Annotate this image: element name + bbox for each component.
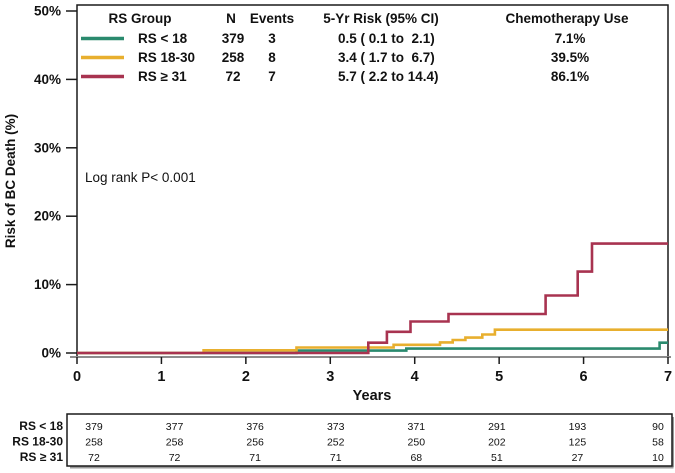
legend-n-value: 379 [222, 31, 245, 46]
risk-count: 71 [330, 452, 342, 464]
x-tick-label: 7 [664, 369, 672, 385]
x-tick-label: 2 [242, 369, 250, 385]
y-tick-label: 20% [34, 209, 61, 224]
y-axis-title: Risk of BC Death (%) [3, 114, 18, 248]
legend-header-events: Events [250, 11, 294, 26]
legend-header-risk: 5-Yr Risk (95% CI) [323, 11, 439, 26]
risk-count: 58 [652, 437, 664, 449]
risk-count: 90 [652, 421, 664, 433]
risk-count: 379 [85, 421, 103, 433]
risk-count: 10 [652, 452, 664, 464]
risk-row-label: RS ≥ 31 [20, 450, 64, 464]
legend-chemo-value: 39.5% [551, 50, 589, 65]
risk-row-label: RS 18-30 [12, 435, 63, 449]
legend-rows: RS < 18 379 3 0.5 ( 0.1 to 2.1) 7.1% RS 18-30… [81, 31, 589, 84]
legend-risk-value: 3.4 ( 1.7 to 6.7) [338, 50, 435, 65]
logrank-annotation: Log rank P< 0.001 [85, 170, 196, 185]
risk-count: 71 [249, 452, 261, 464]
risk-count: 202 [488, 437, 506, 449]
legend-n-value: 72 [225, 69, 240, 84]
x-axis-ticks: 0 1 2 3 4 5 6 7 [73, 357, 672, 385]
km-curve-2 [77, 242, 668, 355]
legend-events-value: 7 [268, 69, 276, 84]
risk-count: 258 [166, 437, 184, 449]
legend-events-value: 8 [268, 50, 276, 65]
legend-group-label: RS < 18 [138, 31, 188, 46]
y-tick-label: 50% [34, 4, 61, 19]
legend-chemo-value: 7.1% [555, 31, 586, 46]
legend-header-group: RS Group [109, 11, 172, 26]
legend-events-value: 3 [268, 31, 276, 46]
risk-row-label: RS < 18 [19, 419, 63, 433]
legend-group-label: RS 18-30 [138, 50, 195, 65]
legend-chemo-value: 86.1% [551, 69, 589, 84]
x-tick-label: 5 [495, 369, 503, 385]
risk-count: 68 [410, 452, 422, 464]
x-axis-title: Years [353, 388, 392, 404]
legend-header-n: N [226, 11, 236, 26]
legend-risk-value: 5.7 ( 2.2 to 14.4) [338, 69, 439, 84]
risk-count: 376 [246, 421, 264, 433]
survival-curves [77, 242, 668, 355]
risk-count: 125 [569, 437, 587, 449]
legend-risk-value: 0.5 ( 0.1 to 2.1) [338, 31, 435, 46]
x-tick-label: 0 [73, 369, 81, 385]
y-axis-ticks: 0% 10% 20% 30% 40% 50% [34, 4, 77, 361]
legend-header-chemo: Chemotherapy Use [505, 11, 629, 26]
km-curve-1 [77, 328, 668, 355]
risk-count: 291 [488, 421, 506, 433]
legend-group-label: RS ≥ 31 [138, 69, 187, 84]
x-tick-label: 3 [326, 369, 334, 385]
risk-table-rows: RS < 18 379 377 376 373 371 291 193 90 RS 18-30 25… [12, 419, 664, 464]
risk-count: 373 [327, 421, 345, 433]
risk-count: 193 [569, 421, 587, 433]
y-tick-label: 40% [34, 72, 61, 87]
risk-count: 256 [246, 437, 264, 449]
legend-header-row: RS Group N Events 5-Yr Risk (95% CI) Che… [109, 11, 630, 26]
x-tick-label: 1 [157, 369, 165, 385]
risk-count: 258 [85, 437, 103, 449]
risk-count: 72 [169, 452, 181, 464]
risk-count: 51 [491, 452, 503, 464]
plot-frame [76, 4, 669, 357]
risk-count: 27 [572, 452, 584, 464]
x-tick-label: 6 [580, 369, 588, 385]
x-tick-label: 4 [411, 369, 419, 385]
y-tick-label: 30% [34, 140, 61, 155]
risk-table-box [66, 413, 673, 467]
risk-count: 252 [327, 437, 345, 449]
y-tick-label: 10% [34, 277, 61, 292]
y-tick-label: 0% [41, 346, 61, 361]
risk-count: 250 [408, 437, 426, 449]
risk-count: 371 [408, 421, 426, 433]
risk-count: 377 [166, 421, 184, 433]
risk-count: 72 [88, 452, 100, 464]
legend-n-value: 258 [222, 50, 245, 65]
risk-table: RS < 18 379 377 376 373 371 291 193 90 RS 18-30 25… [12, 413, 674, 469]
